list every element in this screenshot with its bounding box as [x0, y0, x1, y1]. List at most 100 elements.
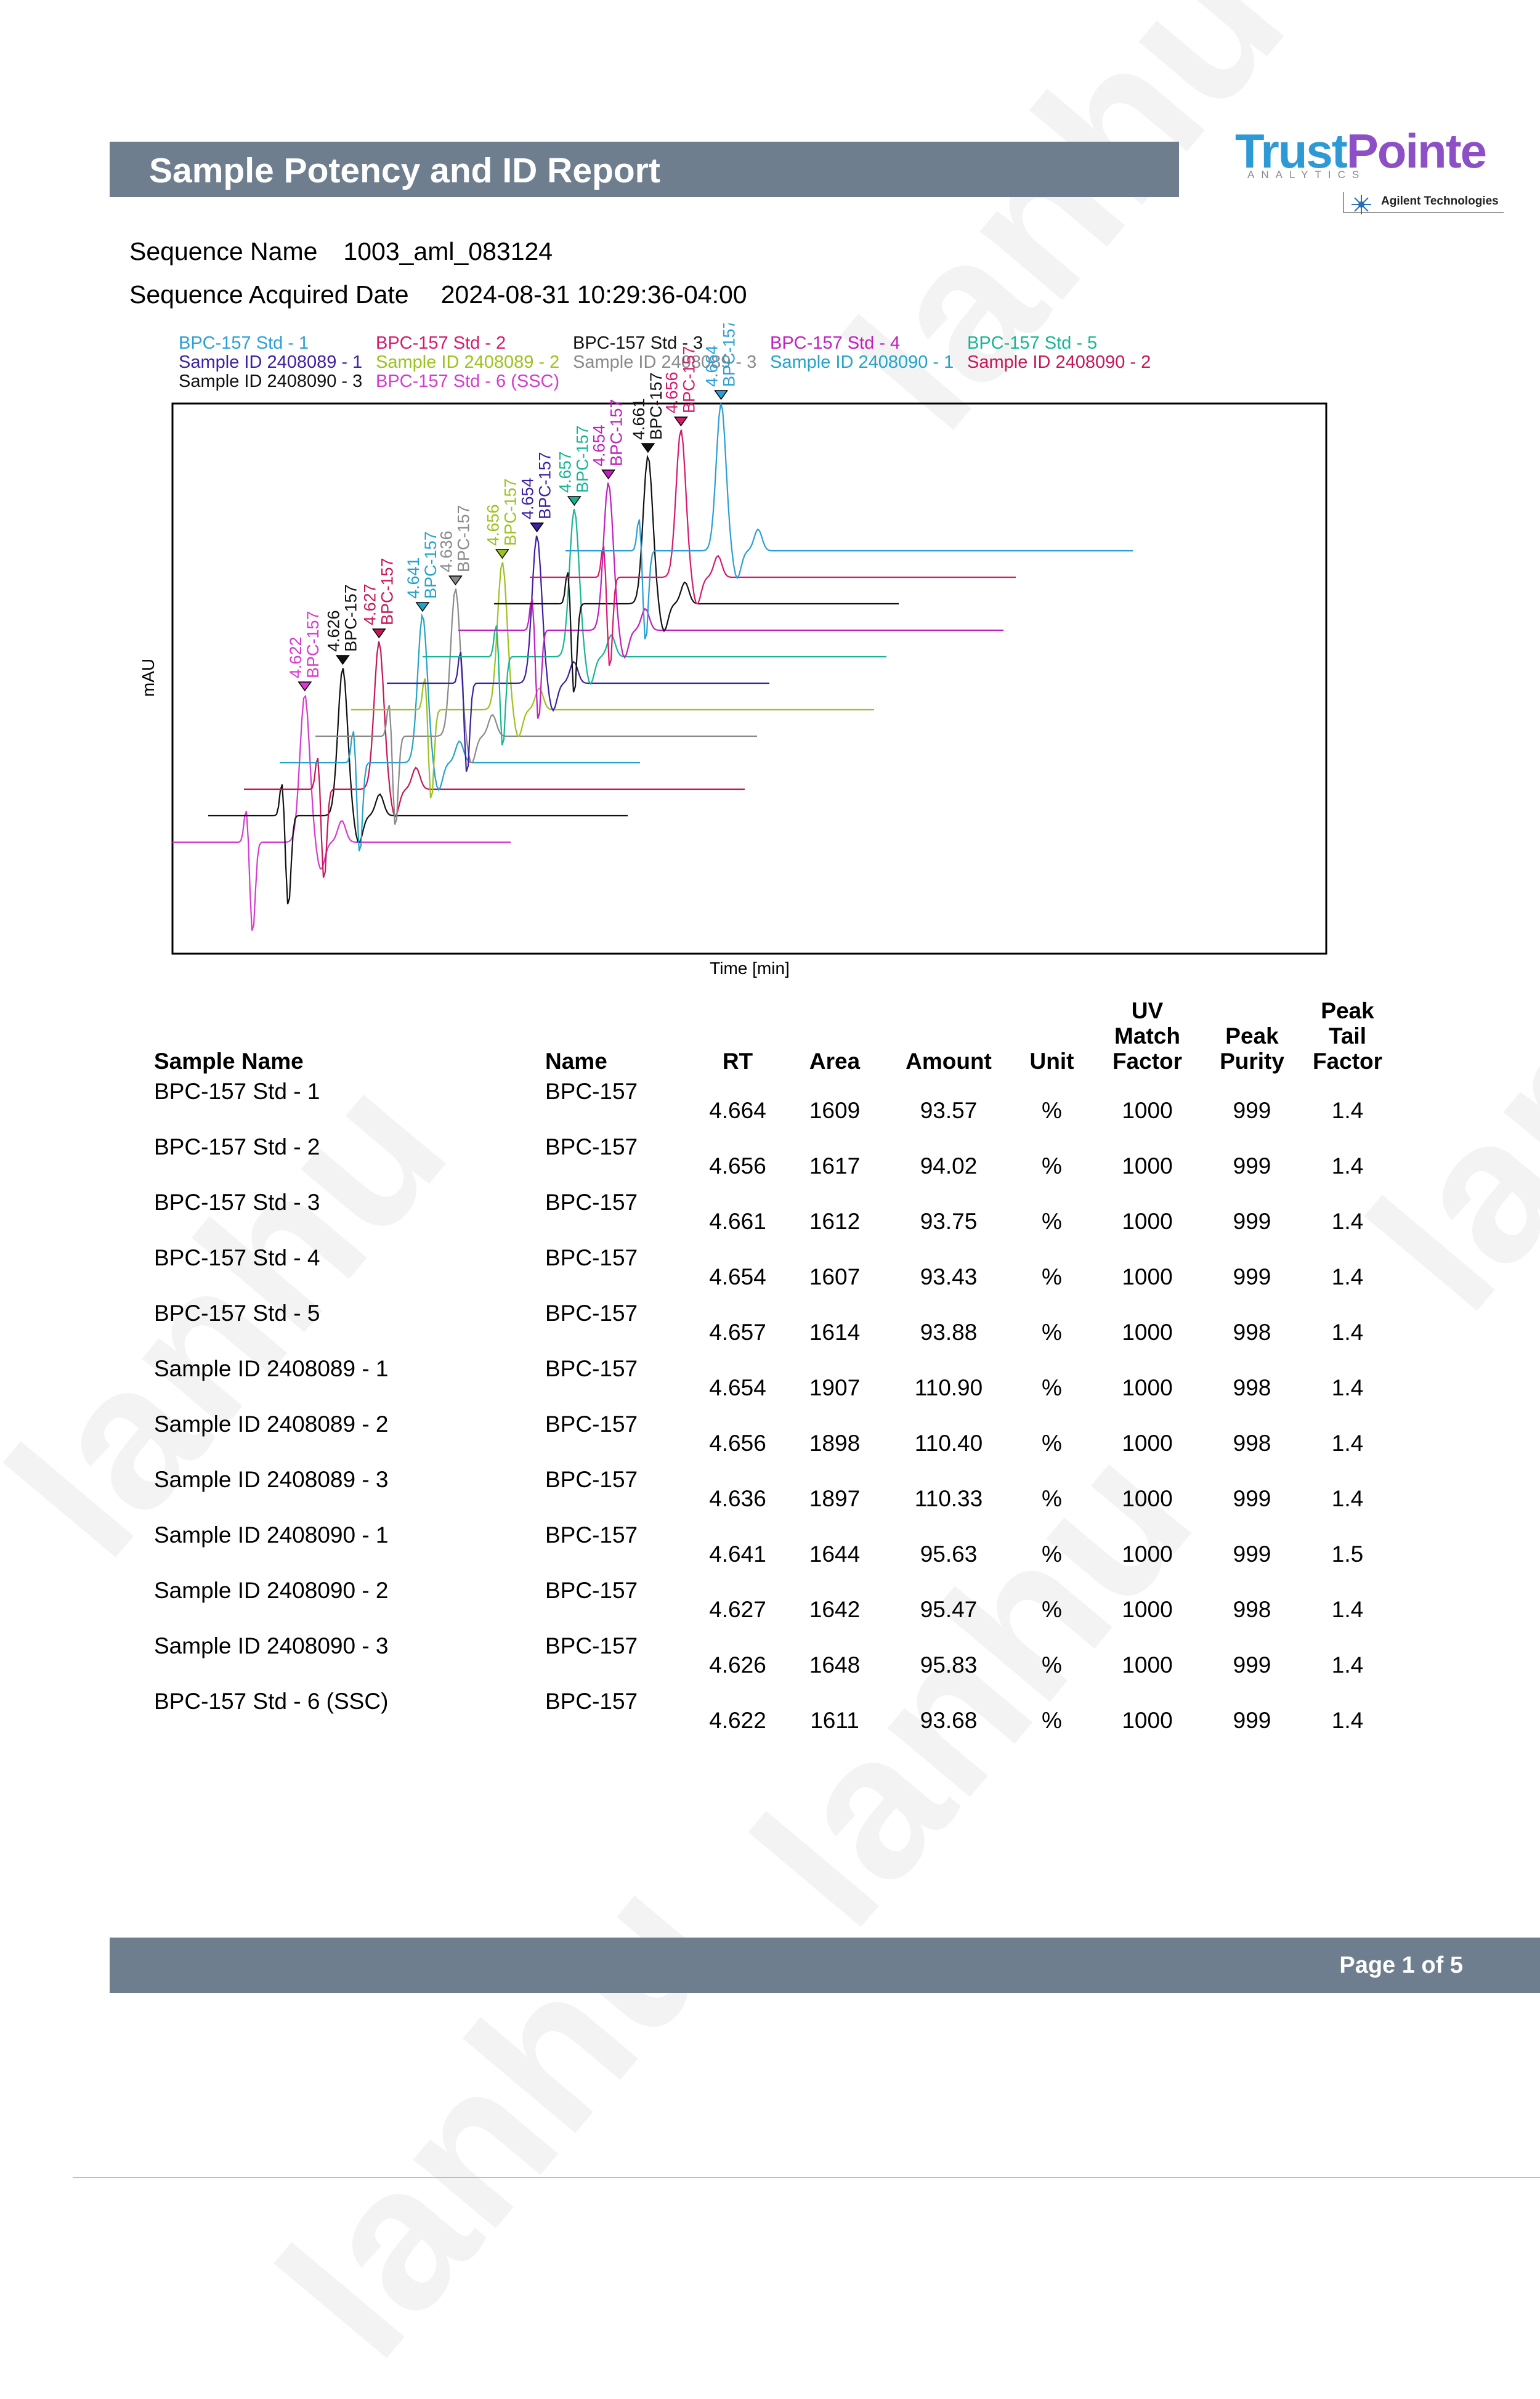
trace-line — [315, 588, 757, 825]
agilent-logo: Agilent Technologies — [1343, 192, 1504, 214]
trace-line — [458, 482, 1003, 719]
peak-rt-label: 4.656 — [484, 504, 502, 546]
peak-name-label: BPC-157 — [647, 372, 665, 440]
table-cell: 999 — [1233, 1209, 1271, 1234]
table-cell: 1607 — [809, 1264, 861, 1289]
peak-name-label: BPC-157 — [454, 505, 472, 572]
column-header: RT — [722, 1049, 753, 1074]
table-cell: 1000 — [1122, 1486, 1173, 1511]
trace-line — [530, 429, 1016, 666]
peak-rt-label: 4.657 — [556, 451, 574, 493]
peak-name-label: BPC-157 — [341, 584, 360, 652]
table-cell: 4.657 — [709, 1320, 766, 1345]
table-cell: % — [1042, 1486, 1062, 1511]
peak-marker — [530, 522, 545, 533]
peak-marker — [448, 575, 463, 586]
table-cell: Sample ID 2408089 - 3 — [154, 1467, 389, 1492]
legend-entry: BPC-157 Std - 5 — [967, 333, 1098, 353]
legend-entry: Sample ID 2408090 - 1 — [770, 352, 954, 372]
table-cell: 1611 — [810, 1708, 859, 1733]
table-row: BPC-157 Std - 3 BPC-157 4.661 1612 93.75% 100… — [154, 1190, 1389, 1245]
peak-rt-label: 4.656 — [662, 371, 681, 413]
logo-brand: TrustPointe — [1235, 124, 1487, 178]
legend-entry: Sample ID 2408090 - 2 — [967, 352, 1151, 372]
page-footer: Page 1 of 5 — [110, 1938, 1540, 1993]
acquired-date-value: 2024-08-31 10:29:36-04:00 — [440, 280, 747, 309]
table-cell: % — [1042, 1708, 1062, 1733]
table-cell: % — [1042, 1209, 1062, 1234]
legend-entry: Sample ID 2408089 - 2 — [376, 352, 560, 372]
chromatogram-chart: BPC-157 Std - 1 BPC-157 Std - 2 BPC-157 St… — [142, 323, 1331, 980]
table-cell: 1.4 — [1331, 1431, 1364, 1456]
table-cell: 998 — [1233, 1375, 1271, 1400]
peak-marker — [298, 681, 312, 692]
peak-marker — [415, 602, 430, 612]
peak-rt-label: 4.664 — [703, 345, 721, 387]
legend-entry: BPC-157 Std - 3 — [573, 333, 703, 353]
plot-frame — [171, 402, 1327, 955]
table-cell: 998 — [1233, 1431, 1271, 1456]
peak-rt-label: 4.654 — [590, 424, 609, 466]
table-cell: 110.33 — [914, 1486, 983, 1511]
trace-line — [387, 535, 769, 772]
table-cell: 1000 — [1122, 1375, 1173, 1400]
table-cell: Sample ID 2408090 - 2 — [154, 1578, 389, 1603]
peak-name-label: BPC-157 — [304, 611, 322, 678]
table-cell: 1.4 — [1331, 1597, 1364, 1622]
peak-rt-label: 4.626 — [324, 610, 342, 652]
table-cell: 999 — [1233, 1708, 1271, 1733]
table-cell: 4.656 — [709, 1431, 766, 1456]
table-cell: 1000 — [1122, 1652, 1173, 1678]
table-row: Sample ID 2408090 - 2 BPC-157 4.627 1642 95.… — [154, 1578, 1389, 1633]
table-cell: BPC-157 — [545, 1134, 638, 1159]
trace-line — [172, 694, 511, 931]
table-cell: BPC-157 — [545, 1245, 638, 1270]
table-row: BPC-157 Std - 5 BPC-157 4.657 1614 93.88% 100… — [154, 1301, 1389, 1356]
table-cell: 4.661 — [709, 1209, 766, 1234]
table-cell: 1.4 — [1331, 1375, 1364, 1400]
peak-marker — [601, 469, 616, 480]
peak-marker — [673, 416, 688, 427]
table-cell: 110.90 — [914, 1375, 983, 1400]
table-cell: BPC-157 — [545, 1190, 638, 1215]
table-cell: 1907 — [809, 1375, 861, 1400]
table-cell: 1.4 — [1331, 1209, 1364, 1234]
table-cell: 999 — [1233, 1264, 1271, 1289]
table-cell: Sample ID 2408089 - 2 — [154, 1411, 389, 1437]
peak-name-label: BPC-157 — [607, 399, 626, 466]
column-header: Peak Tail Factor — [1312, 998, 1383, 1074]
table-cell: 1.4 — [1331, 1320, 1364, 1345]
legend-entry: BPC-157 Std - 4 — [770, 333, 901, 353]
table-cell: BPC-157 Std - 5 — [154, 1301, 320, 1326]
table-row: Sample ID 2408089 - 2 BPC-157 4.656 1898 110… — [154, 1411, 1389, 1467]
column-header: Peak Purity — [1220, 1023, 1284, 1074]
table-cell: 1000 — [1122, 1153, 1173, 1179]
table-row: BPC-157 Std - 2 BPC-157 4.656 1617 94.02% 100… — [154, 1134, 1389, 1190]
table-cell: 999 — [1233, 1652, 1271, 1678]
table-row: BPC-157 Std - 1 BPC-157 4.664 1609 93.57% 100… — [154, 1079, 1389, 1134]
table-cell: 94.02 — [920, 1153, 978, 1179]
table-cell: 1000 — [1122, 1431, 1173, 1456]
x-axis-label: Time [min] — [710, 959, 790, 978]
table-cell: 1.4 — [1331, 1486, 1364, 1511]
acquired-date-label: Sequence Acquired Date — [129, 280, 409, 309]
peak-marker — [567, 496, 582, 506]
table-cell: % — [1042, 1153, 1062, 1179]
results-table: Sample Name Name RT Area Amount Unit UV Match Fa… — [154, 998, 1389, 1744]
table-cell: 1614 — [809, 1320, 861, 1345]
table-cell: BPC-157 Std - 6 (SSC) — [154, 1689, 389, 1714]
table-cell: 93.75 — [920, 1209, 978, 1234]
trustpointe-logo: TrustPointe ANALYTICS Agilent Technologi… — [1235, 123, 1525, 222]
table-cell: 1648 — [809, 1652, 861, 1678]
trace-line — [208, 668, 628, 904]
table-row: Sample ID 2408089 - 1 BPC-157 4.654 1907 110… — [154, 1356, 1389, 1411]
peak-marker — [495, 549, 509, 559]
peak-name-label: BPC-157 — [573, 425, 591, 493]
peak-marker — [335, 655, 350, 665]
trace-line — [565, 403, 1133, 639]
sequence-name-label: Sequence Name — [129, 237, 318, 266]
peak-marker — [371, 628, 386, 639]
peak-name-label: BPC-157 — [536, 452, 554, 519]
column-header: Sample Name — [154, 1049, 304, 1074]
